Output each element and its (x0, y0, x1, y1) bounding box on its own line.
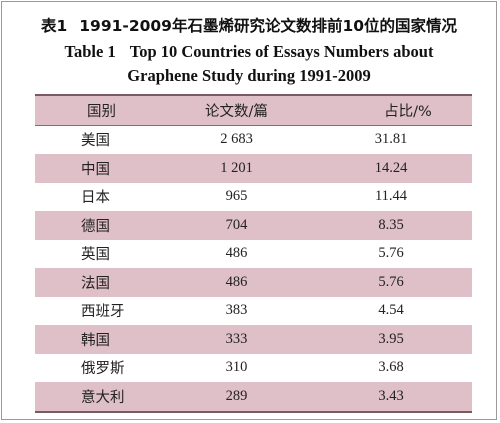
column-header-country: 国别 (87, 103, 116, 120)
table-number-english: Table 1 (64, 42, 116, 61)
cell-country: 德国 (81, 218, 110, 235)
table-title-english-line2: Graphene Study during 1991-2009 (127, 66, 371, 85)
cell-share: 5.76 (378, 273, 404, 290)
cell-share: 3.43 (378, 387, 404, 404)
table-title-chinese: 1991-2009年石墨烯研究论文数排前10位的国家情况 (79, 17, 458, 35)
table-row: 中国 1 201 14.24 (35, 154, 472, 183)
table-row: 韩国 333 3.95 (35, 325, 472, 354)
table-row: 俄罗斯 310 3.68 (35, 354, 472, 383)
column-header-share: 占比/% (384, 103, 432, 120)
table-caption-chinese: 表1 1991-2009年石墨烯研究论文数排前10位的国家情况 (2, 14, 496, 36)
cell-count: 704 (225, 216, 248, 233)
cell-country: 中国 (81, 161, 110, 178)
table-row: 英国 486 5.76 (35, 240, 472, 269)
cell-count: 289 (225, 387, 248, 404)
country-essay-table: 国别 论文数/篇 占比/% 美国 2 683 31.81 中国 1 201 14… (35, 94, 472, 413)
table-row: 日本 965 11.44 (35, 183, 472, 212)
table-number-chinese: 表1 (40, 17, 68, 35)
cell-share: 4.54 (378, 302, 404, 319)
cell-share: 5.76 (378, 245, 404, 262)
table-caption-english-line2: Graphene Study during 1991-2009 (2, 66, 496, 86)
cell-country: 意大利 (81, 389, 125, 406)
cell-country: 韩国 (81, 332, 110, 349)
cell-count: 486 (225, 273, 248, 290)
cell-share: 31.81 (374, 131, 408, 148)
cell-count: 383 (225, 302, 248, 319)
cell-share: 14.24 (374, 159, 408, 176)
table-row: 法国 486 5.76 (35, 268, 472, 297)
cell-count: 486 (225, 245, 248, 262)
column-header-count: 论文数/篇 (205, 103, 268, 120)
table-header-row: 国别 论文数/篇 占比/% (35, 95, 472, 125)
cell-share: 3.68 (378, 359, 404, 376)
cell-country: 俄罗斯 (81, 361, 125, 378)
cell-share: 11.44 (374, 188, 408, 205)
table-row: 美国 2 683 31.81 (35, 125, 472, 154)
table-title-english-line1: Top 10 Countries of Essays Numbers about (129, 42, 434, 61)
cell-country: 西班牙 (81, 304, 125, 321)
cell-count: 310 (225, 359, 248, 376)
cell-country: 英国 (81, 247, 110, 264)
table-row: 德国 704 8.35 (35, 211, 472, 240)
table-row: 意大利 289 3.43 (35, 382, 472, 412)
cell-count: 965 (225, 188, 248, 205)
cell-country: 日本 (81, 190, 110, 207)
table-caption-english-line1: Table 1 Top 10 Countries of Essays Number… (2, 42, 496, 62)
cell-count: 1 201 (220, 159, 253, 176)
table-row: 西班牙 383 4.54 (35, 297, 472, 326)
cell-share: 8.35 (378, 216, 404, 233)
cell-count: 333 (225, 330, 248, 347)
cell-country: 法国 (81, 275, 110, 292)
cell-count: 2 683 (220, 131, 253, 148)
cell-country: 美国 (81, 133, 110, 150)
cell-share: 3.95 (378, 330, 404, 347)
